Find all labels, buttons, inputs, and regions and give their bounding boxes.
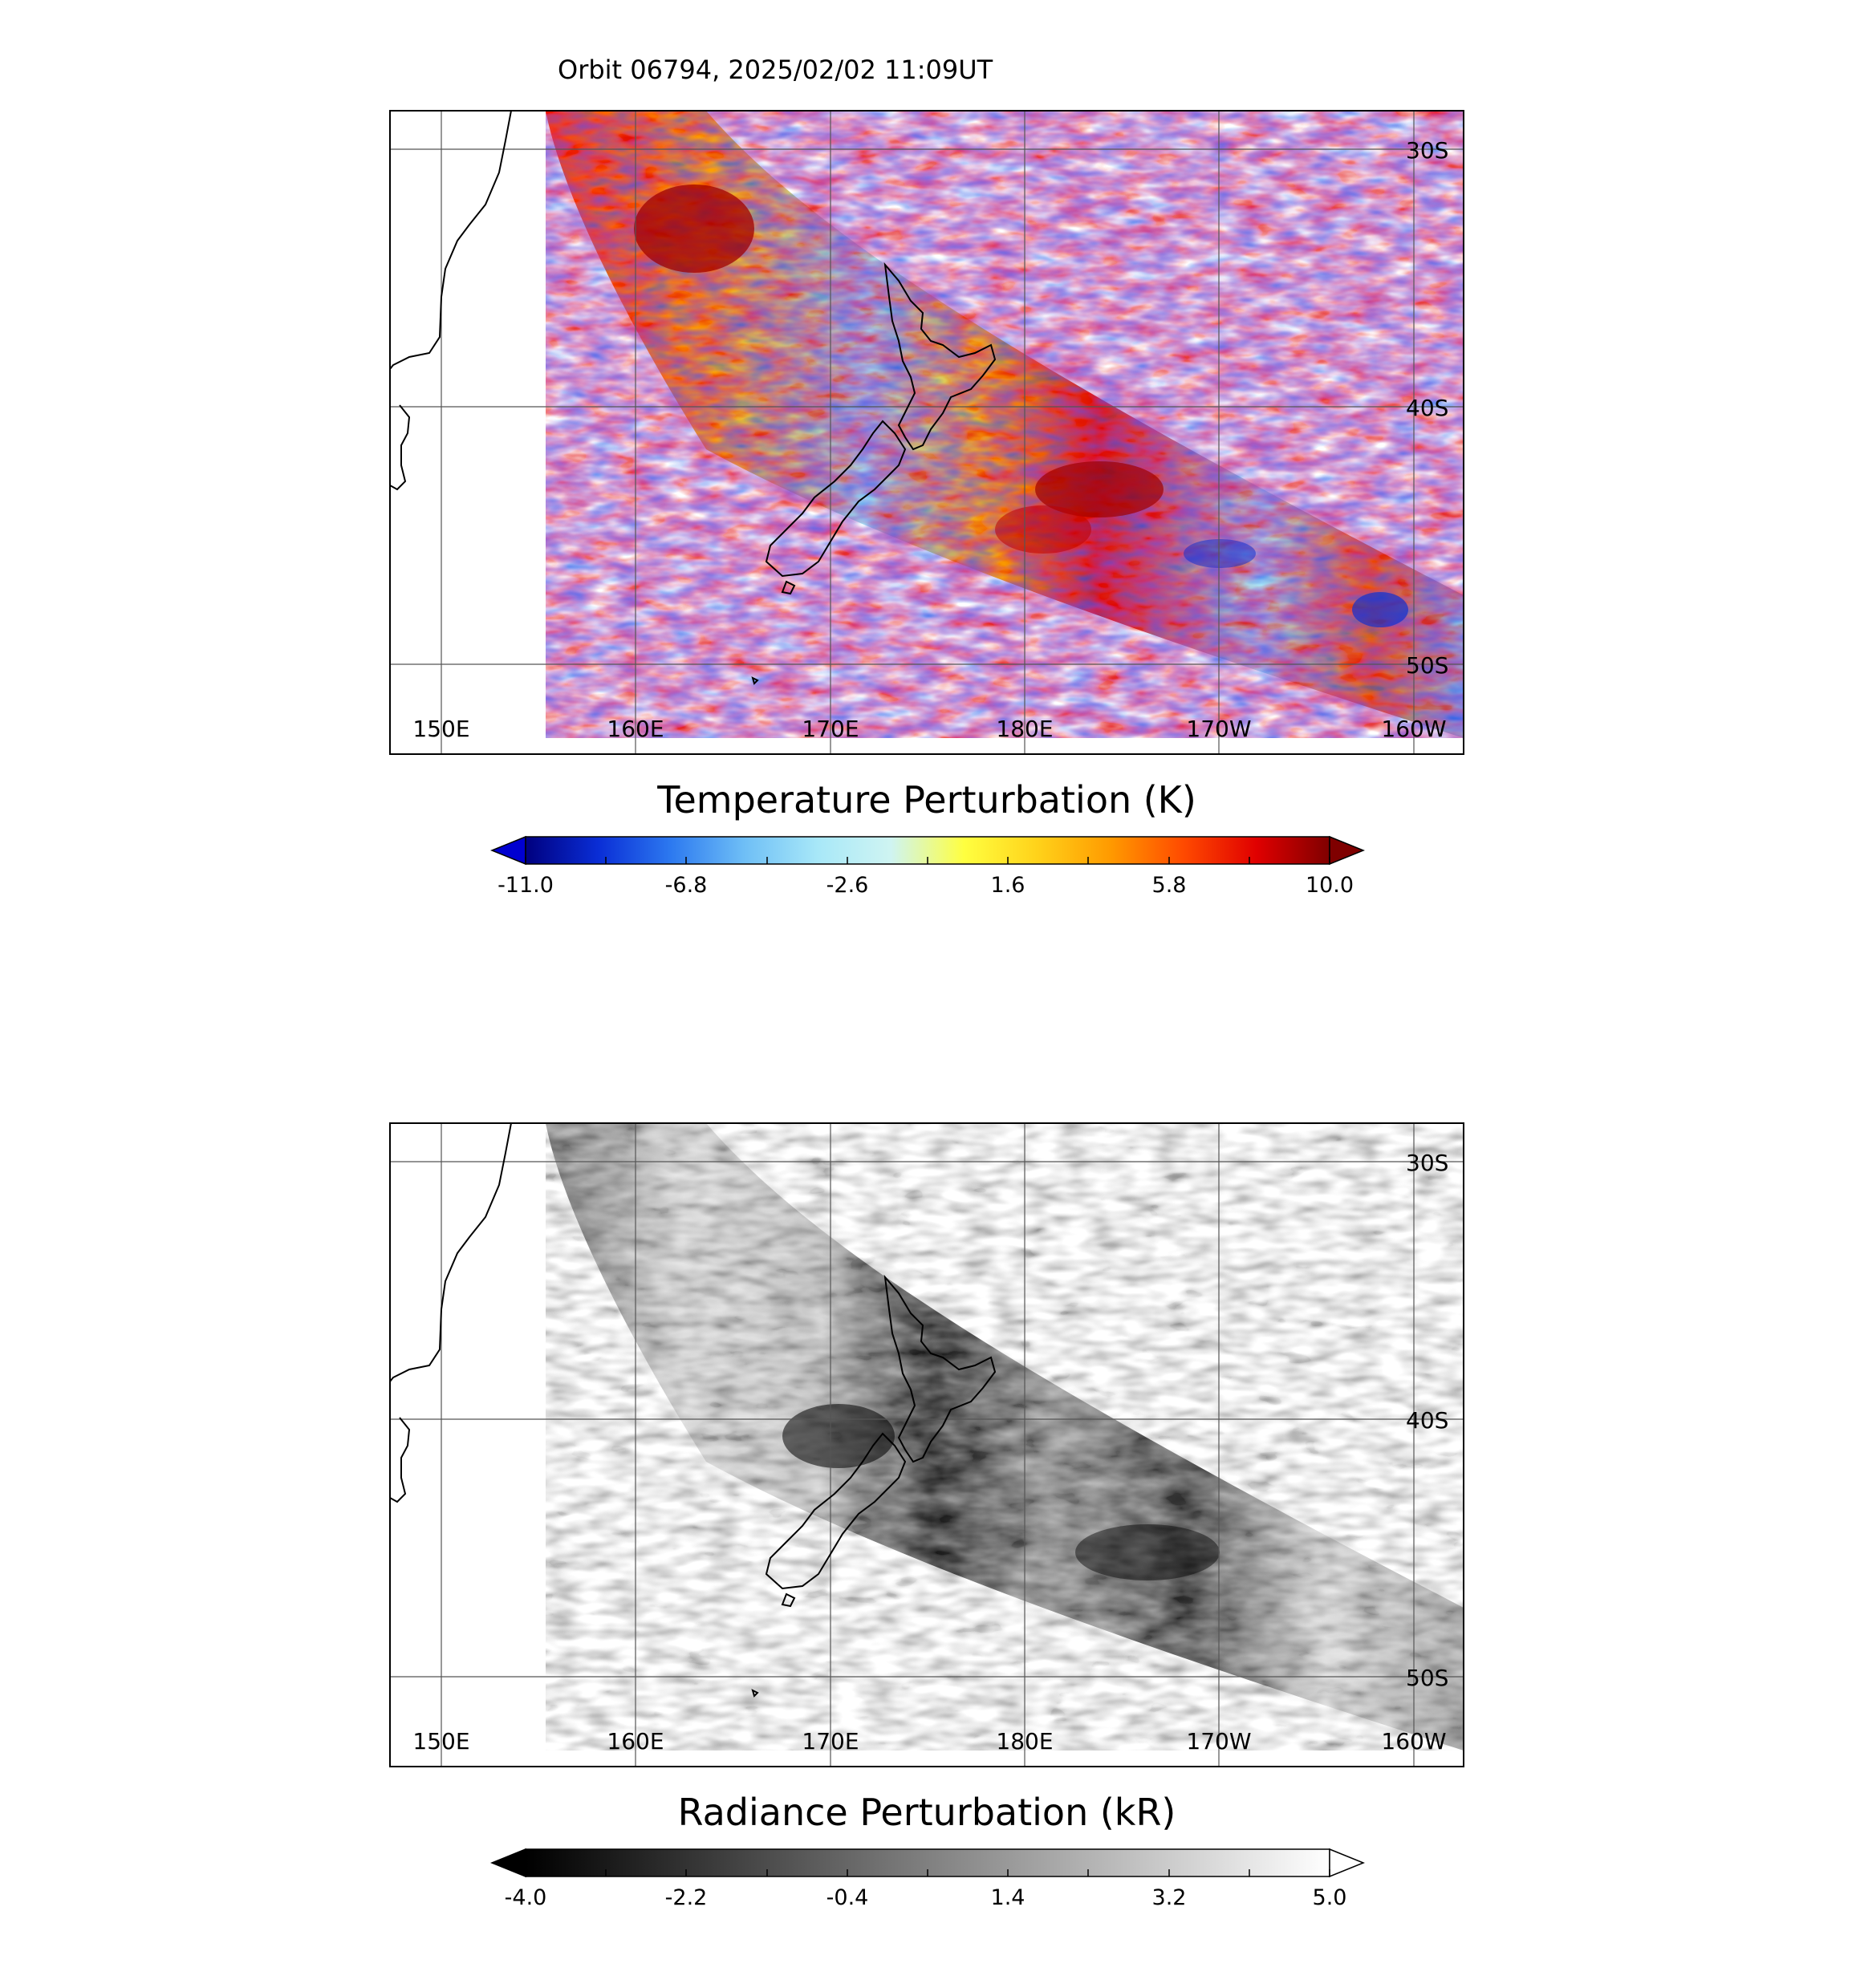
colorbar-tick-labels: -4.0 -2.2 -0.4 1.4 3.2 5.0 xyxy=(505,1885,1347,1910)
colorbar-extend-low xyxy=(490,835,526,866)
colorbar-tick-marks xyxy=(525,1869,1330,1876)
lon-axis-labels: 150E 160E 170E 180E 170W 160W xyxy=(412,1728,1446,1755)
lon-axis-labels: 150E 160E 170E 180E 170W 160W xyxy=(412,716,1446,742)
grid-lines xyxy=(390,111,1464,754)
lon-label: 170E xyxy=(802,1728,859,1755)
small-island xyxy=(751,1689,759,1698)
australia-coast xyxy=(390,1123,512,1382)
colorbar-tick-label: 5.0 xyxy=(1313,1885,1347,1910)
stewart-island xyxy=(781,1592,796,1608)
cold-anomaly xyxy=(1352,592,1408,627)
lat-label: 30S xyxy=(1406,137,1448,164)
map-frame xyxy=(389,1122,1464,1767)
colorbar-extend-low xyxy=(490,1848,526,1878)
swath-radiance-texture xyxy=(546,1123,1464,1751)
lat-axis-labels: 30S 40S 50S xyxy=(1406,1150,1448,1691)
cold-anomaly xyxy=(1184,539,1256,568)
lon-label: 180E xyxy=(996,716,1053,742)
coastlines xyxy=(390,1123,997,1698)
lat-label: 30S xyxy=(1406,1150,1448,1176)
warm-anomaly xyxy=(995,505,1091,554)
map-panel-temperature xyxy=(390,111,1464,754)
new-zealand-south xyxy=(765,1432,907,1590)
lat-label: 50S xyxy=(1406,652,1448,679)
coastlines xyxy=(390,111,997,685)
lat-label: 50S xyxy=(1406,1665,1448,1691)
lat-label: 40S xyxy=(1406,1407,1448,1434)
colorbar-tick-label: 3.2 xyxy=(1152,1885,1187,1910)
australia-coast xyxy=(390,111,512,370)
tasmania-coast xyxy=(390,1417,411,1503)
tasmania-coast xyxy=(390,404,411,491)
lat-axis-labels: 30S 40S 50S xyxy=(1406,137,1448,679)
colorbar-tick-label: -4.0 xyxy=(505,1885,547,1910)
plot-title: Orbit 06794, 2025/02/02 11:09UT xyxy=(558,55,993,85)
colorbar-tick-label: 1.4 xyxy=(991,1885,1025,1910)
lon-label: 160W xyxy=(1381,716,1446,742)
lon-label: 180E xyxy=(996,1728,1053,1755)
lon-label: 170E xyxy=(802,716,859,742)
lon-label: 150E xyxy=(412,716,469,742)
colorbar-tick-label: 10.0 xyxy=(1306,873,1354,898)
colorbar-title: Radiance Perturbation (kR) xyxy=(678,1791,1176,1834)
colorbar-radiance: Radiance Perturbation (kR) -4.0 -2.2 -0.… xyxy=(490,1791,1365,1910)
lon-label: 170W xyxy=(1186,716,1251,742)
colorbar-temperature: Temperature Perturbation (K) -11.0 -6.8 … xyxy=(490,778,1365,898)
colorbar-tick-marks xyxy=(525,857,1330,864)
warm-anomaly xyxy=(634,185,754,273)
colorbar-tick-label: -6.8 xyxy=(665,873,708,898)
lon-label: 160W xyxy=(1381,1728,1446,1755)
colorbar-tick-label: -0.4 xyxy=(826,1885,869,1910)
colorbar-title: Temperature Perturbation (K) xyxy=(656,778,1196,822)
dark-region xyxy=(1075,1524,1220,1580)
colorbar-tick-label: -2.6 xyxy=(826,873,869,898)
swath-temperature-texture xyxy=(546,111,1464,738)
lat-label: 40S xyxy=(1406,395,1448,421)
colorbar-extend-high xyxy=(1329,835,1365,866)
stewart-island xyxy=(781,580,796,595)
colorbar-tick-labels: -11.0 -6.8 -2.6 1.6 5.8 10.0 xyxy=(498,873,1354,898)
lon-label: 160E xyxy=(607,716,664,742)
map-frame xyxy=(389,110,1464,755)
lon-label: 160E xyxy=(607,1728,664,1755)
lon-label: 170W xyxy=(1186,1728,1251,1755)
new-zealand-north xyxy=(883,1274,997,1463)
colorbar-tick-label: -11.0 xyxy=(498,873,554,898)
colorbar-tick-label: 1.6 xyxy=(991,873,1025,898)
new-zealand-south xyxy=(765,420,907,578)
grid-lines xyxy=(390,1123,1464,1767)
dark-region xyxy=(782,1404,895,1468)
new-zealand-north xyxy=(883,262,997,451)
warm-anomaly xyxy=(1035,461,1164,517)
colorbar-extend-high xyxy=(1329,1848,1365,1878)
colorbar-tick-label: -2.2 xyxy=(665,1885,708,1910)
small-island xyxy=(751,676,759,685)
lon-label: 150E xyxy=(412,1728,469,1755)
colorbar-tick-label: 5.8 xyxy=(1152,873,1187,898)
map-panel-radiance xyxy=(390,1123,1464,1767)
